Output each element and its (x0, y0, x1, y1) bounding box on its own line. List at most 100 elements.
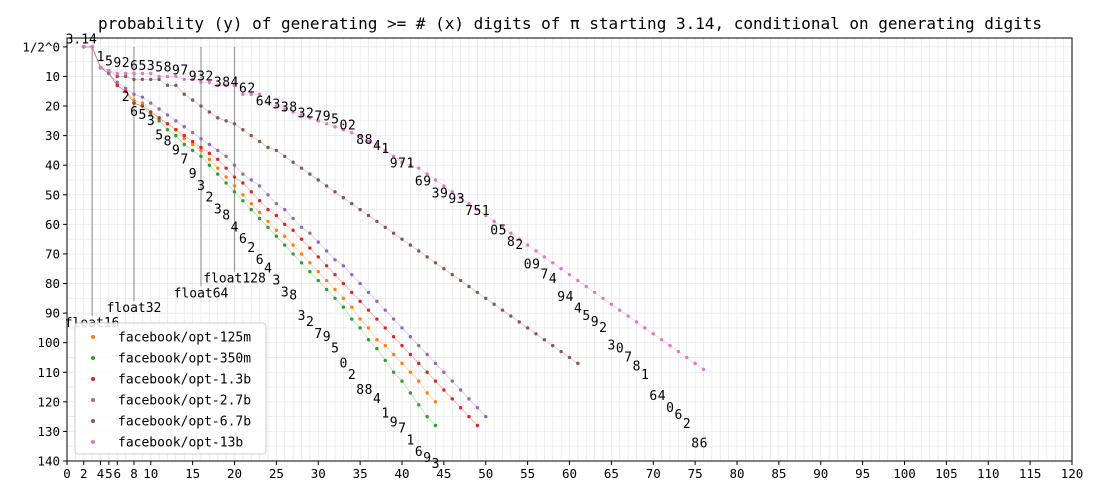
legend-marker (91, 335, 95, 339)
data-point (316, 278, 320, 283)
series-link (418, 345, 428, 355)
series-link (284, 235, 294, 246)
data-point (199, 154, 203, 159)
data-point (425, 414, 429, 419)
data-point (450, 379, 454, 383)
series-link (259, 93, 269, 104)
series-link (368, 292, 378, 302)
digit-label: 9 (532, 257, 540, 272)
legend-label: facebook/opt-125m (118, 331, 251, 346)
data-point (165, 83, 170, 88)
data-point (140, 101, 145, 105)
data-point (375, 317, 379, 321)
data-point (584, 284, 588, 289)
series-link (393, 354, 403, 364)
data-point (358, 317, 362, 321)
digit-label: 2 (122, 56, 130, 71)
data-point (283, 243, 287, 247)
series-link (175, 120, 185, 127)
data-point (291, 160, 295, 164)
series-link (309, 247, 319, 258)
data-point (190, 142, 195, 147)
x-tick-label: 4 (97, 466, 105, 481)
series-link (167, 114, 177, 122)
data-point (408, 243, 413, 247)
data-point (182, 142, 186, 147)
series-link (385, 327, 394, 337)
series-link (343, 298, 352, 308)
data-point (350, 272, 354, 277)
digit-label: 6 (130, 59, 138, 74)
series-link (401, 380, 411, 394)
data-point (551, 343, 555, 348)
data-point (417, 403, 421, 407)
series-link (318, 280, 327, 290)
data-point (274, 104, 279, 108)
data-point (442, 388, 446, 392)
legend-label: facebook/opt-6.7b (118, 415, 251, 430)
data-point (391, 317, 396, 321)
data-point (333, 190, 337, 194)
digit-label: 2 (247, 241, 255, 256)
series-link (594, 292, 604, 299)
data-point (157, 77, 161, 82)
digit-label: 2 (348, 368, 356, 383)
digit-label: 5 (582, 309, 590, 324)
series-link (359, 301, 369, 311)
x-tick-label: 55 (520, 466, 535, 481)
digit-label: 8 (507, 235, 515, 250)
data-point (417, 249, 421, 253)
series-link (292, 253, 302, 264)
data-point (417, 379, 421, 383)
digit-label: 2 (247, 81, 255, 96)
series-link (217, 167, 227, 178)
series-link (326, 265, 336, 275)
series-link (209, 153, 218, 160)
series-link (301, 227, 311, 234)
data-point (224, 154, 228, 159)
data-point (417, 166, 421, 170)
series-link (192, 99, 202, 107)
data-point (174, 127, 178, 132)
series-link (351, 318, 361, 329)
data-point (241, 92, 245, 96)
y-tick-label: 10 (45, 69, 60, 84)
data-point (299, 166, 304, 170)
series-link (301, 253, 311, 264)
data-point (609, 302, 614, 306)
data-point (333, 272, 337, 277)
digit-label: 0 (490, 223, 498, 238)
data-point (442, 267, 446, 271)
data-point (308, 269, 312, 274)
series-link (393, 318, 403, 329)
data-point (308, 231, 312, 235)
data-point (232, 184, 237, 188)
series-link (217, 159, 227, 169)
series-link (184, 126, 193, 133)
data-point (366, 308, 371, 312)
digit-label: 3 (281, 101, 289, 116)
series-link (309, 262, 319, 272)
data-point (216, 172, 220, 176)
series-link (452, 398, 461, 408)
digit-label: 7 (398, 157, 406, 172)
series-link (142, 96, 151, 104)
data-point (467, 397, 471, 401)
data-point (375, 299, 379, 303)
series-link (552, 262, 562, 269)
data-point (685, 355, 689, 360)
data-point (107, 68, 111, 73)
data-point (484, 296, 488, 301)
x-tick-label: 15 (185, 466, 200, 481)
data-point (383, 343, 387, 348)
data-point (592, 290, 597, 295)
series-link (259, 141, 269, 148)
series-link (100, 67, 110, 74)
series-link (217, 150, 227, 157)
data-point (567, 272, 572, 277)
x-tick-label: 8 (130, 466, 138, 481)
data-point (316, 255, 320, 259)
digit-label: 2 (683, 417, 691, 432)
data-point (207, 151, 212, 156)
x-tick-label: 40 (394, 466, 409, 481)
